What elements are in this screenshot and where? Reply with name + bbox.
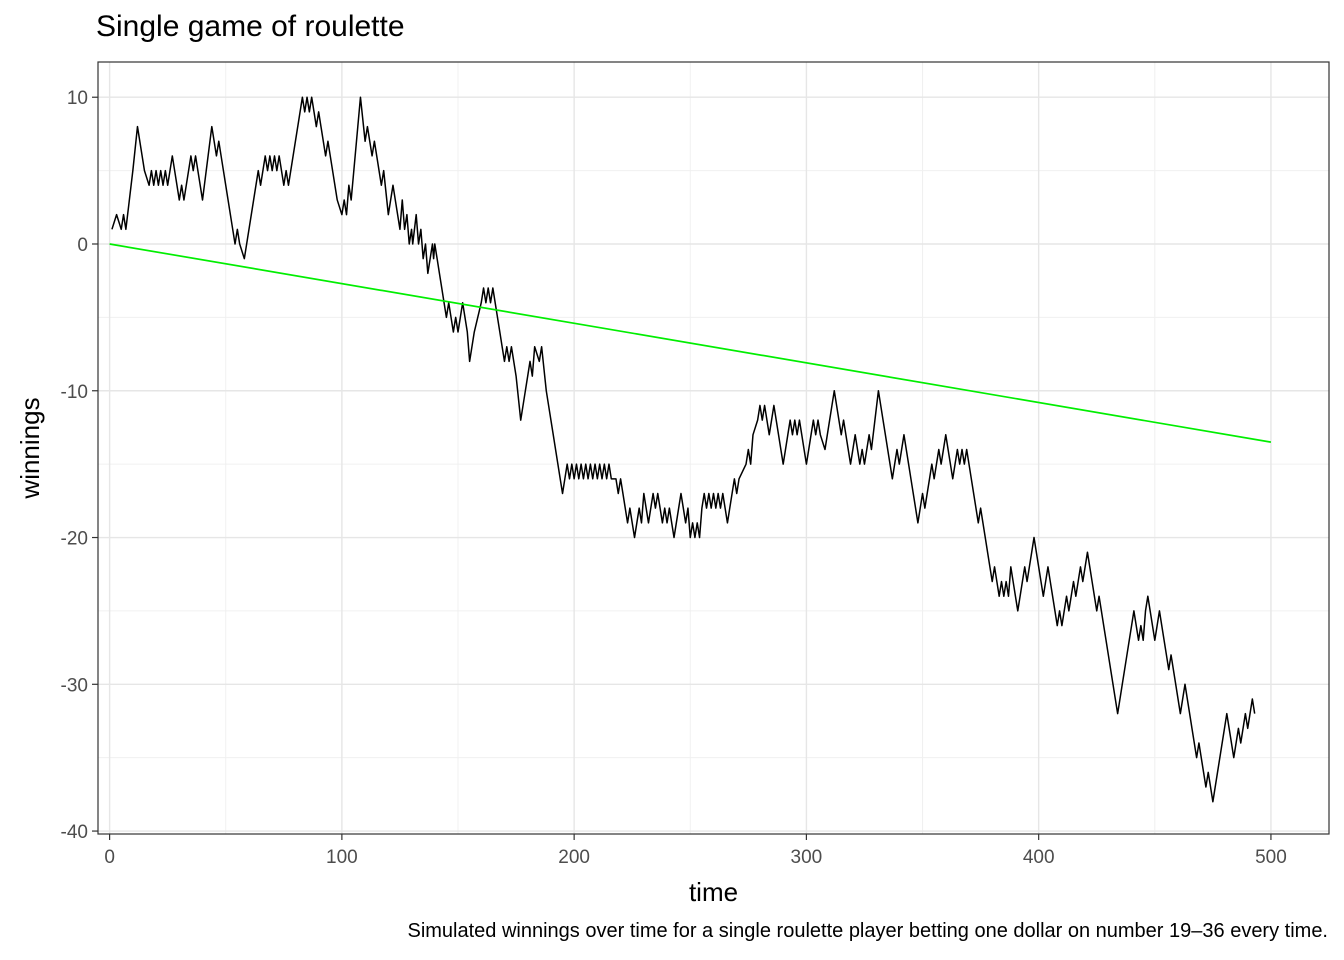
y-tick-label: -30 bbox=[61, 675, 88, 696]
x-tick-label: 0 bbox=[104, 847, 115, 868]
y-tick-label: -20 bbox=[61, 529, 88, 550]
series-line-1 bbox=[111, 96, 1256, 803]
series-lines bbox=[109, 96, 1272, 803]
y-tick-label: 0 bbox=[77, 235, 88, 256]
chart-caption: Simulated winnings over time for a singl… bbox=[407, 920, 1328, 942]
grid-lines bbox=[98, 62, 1329, 834]
x-tick-label: 300 bbox=[791, 847, 823, 868]
y-tick-label: -40 bbox=[61, 822, 88, 843]
plot-panel-border bbox=[97, 61, 1330, 835]
series-line-2 bbox=[109, 243, 1272, 443]
x-tick-label: 500 bbox=[1255, 847, 1287, 868]
x-tick-label: 100 bbox=[326, 847, 358, 868]
x-tick-label: 400 bbox=[1023, 847, 1055, 868]
x-tick-label: 200 bbox=[558, 847, 590, 868]
y-axis-title: winnings bbox=[15, 397, 45, 499]
y-tick-label: -10 bbox=[61, 382, 88, 403]
chart-title: Single game of roulette bbox=[96, 10, 405, 43]
x-axis-title: time bbox=[689, 877, 738, 907]
y-tick-label: 10 bbox=[67, 88, 88, 109]
